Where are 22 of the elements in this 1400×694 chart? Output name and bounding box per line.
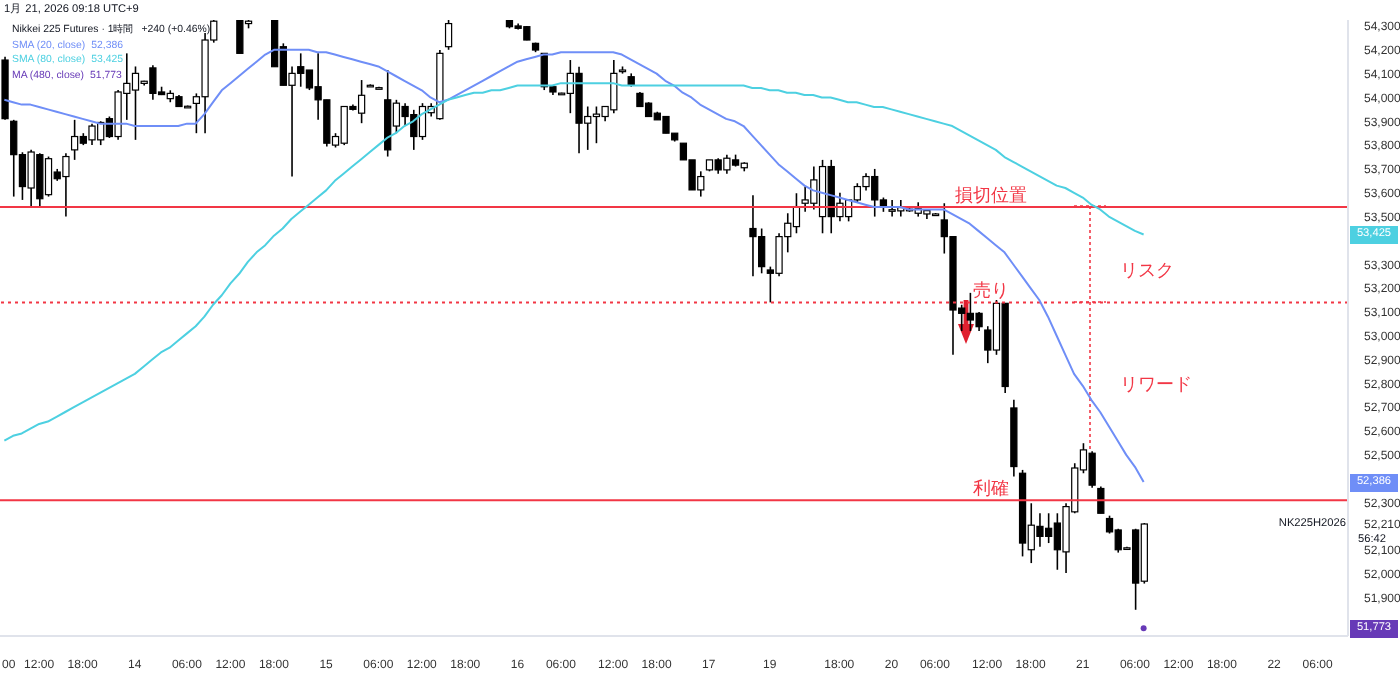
candlestick — [1036, 512, 1044, 548]
candlestick — [749, 194, 757, 277]
candlestick — [10, 119, 18, 198]
candlestick — [592, 105, 601, 144]
candlestick — [236, 20, 244, 54]
ref-line-label: 損切位置 — [954, 185, 1027, 206]
annotation: リワード — [1120, 372, 1192, 398]
candlestick — [1097, 485, 1105, 515]
candlestick — [1088, 450, 1096, 489]
candlestick — [44, 155, 53, 198]
candlestick — [966, 292, 975, 332]
candlestick — [444, 20, 453, 51]
candlestick — [975, 311, 983, 332]
ref-line-label: 売り — [972, 280, 1009, 301]
candlestick — [357, 79, 366, 124]
annotation: リスク — [1120, 258, 1174, 284]
candlestick — [62, 152, 70, 218]
candlestick — [131, 65, 140, 141]
candlestick — [88, 122, 96, 146]
ref-line-label: 利確 — [972, 478, 1009, 499]
candlestick — [114, 89, 122, 141]
candlestick — [70, 119, 79, 161]
